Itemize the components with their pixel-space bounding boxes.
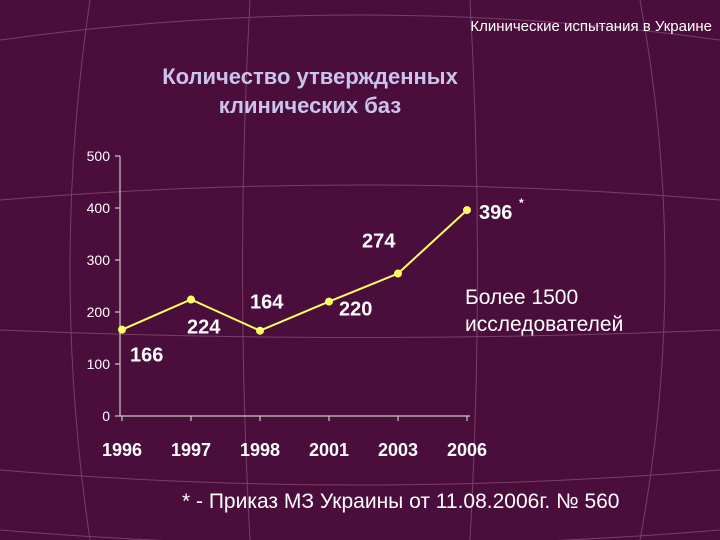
x-tick-label: 2001: [309, 440, 349, 460]
y-tick-label: 300: [87, 252, 111, 268]
researchers-note-line2: исследователей: [465, 313, 624, 336]
data-label: 396: [479, 202, 512, 224]
data-label: 224: [187, 317, 221, 339]
slide-header: Клинические испытания в Украине: [470, 18, 712, 35]
x-tick-label: 1996: [102, 440, 142, 460]
data-point: [187, 295, 195, 304]
series-line: [121, 209, 468, 332]
x-tick-label: 1997: [171, 440, 211, 460]
data-point: [256, 326, 264, 335]
chart-title-line2: клинических баз: [218, 93, 402, 118]
x-tick-label: 2006: [447, 440, 487, 460]
footnote: * - Приказ МЗ Украины от 11.08.2006г. № …: [182, 490, 620, 513]
y-tick-label: 500: [87, 148, 111, 164]
chart-axes: 0 100 200 300 400 500 1996 1997 1998 2001 2003 2006: [87, 148, 487, 460]
chart-title-line1: Количество утвержденных: [162, 64, 458, 89]
data-point: [325, 297, 333, 306]
y-tick-label: 0: [102, 408, 110, 424]
y-tick-label: 100: [87, 356, 111, 372]
data-point: [394, 269, 402, 278]
data-label: 164: [250, 292, 284, 314]
data-label: 220: [339, 299, 372, 321]
data-label: 274: [362, 231, 396, 253]
researchers-note: Более 1500 исследователей: [465, 284, 623, 338]
data-point: [118, 325, 126, 334]
chart-marks: 166 224 164 220 274 396 *: [118, 196, 524, 367]
x-tick-label: 1998: [240, 440, 280, 460]
chart-title: Количество утвержденных клинических баз: [120, 62, 500, 120]
y-tick-label: 400: [87, 200, 111, 216]
researchers-note-line1: Более 1500: [465, 286, 579, 309]
y-tick-label: 200: [87, 304, 111, 320]
data-label-asterisk: *: [519, 196, 524, 210]
data-point: [463, 206, 471, 215]
x-tick-label: 2003: [378, 440, 418, 460]
data-label: 166: [130, 345, 163, 367]
